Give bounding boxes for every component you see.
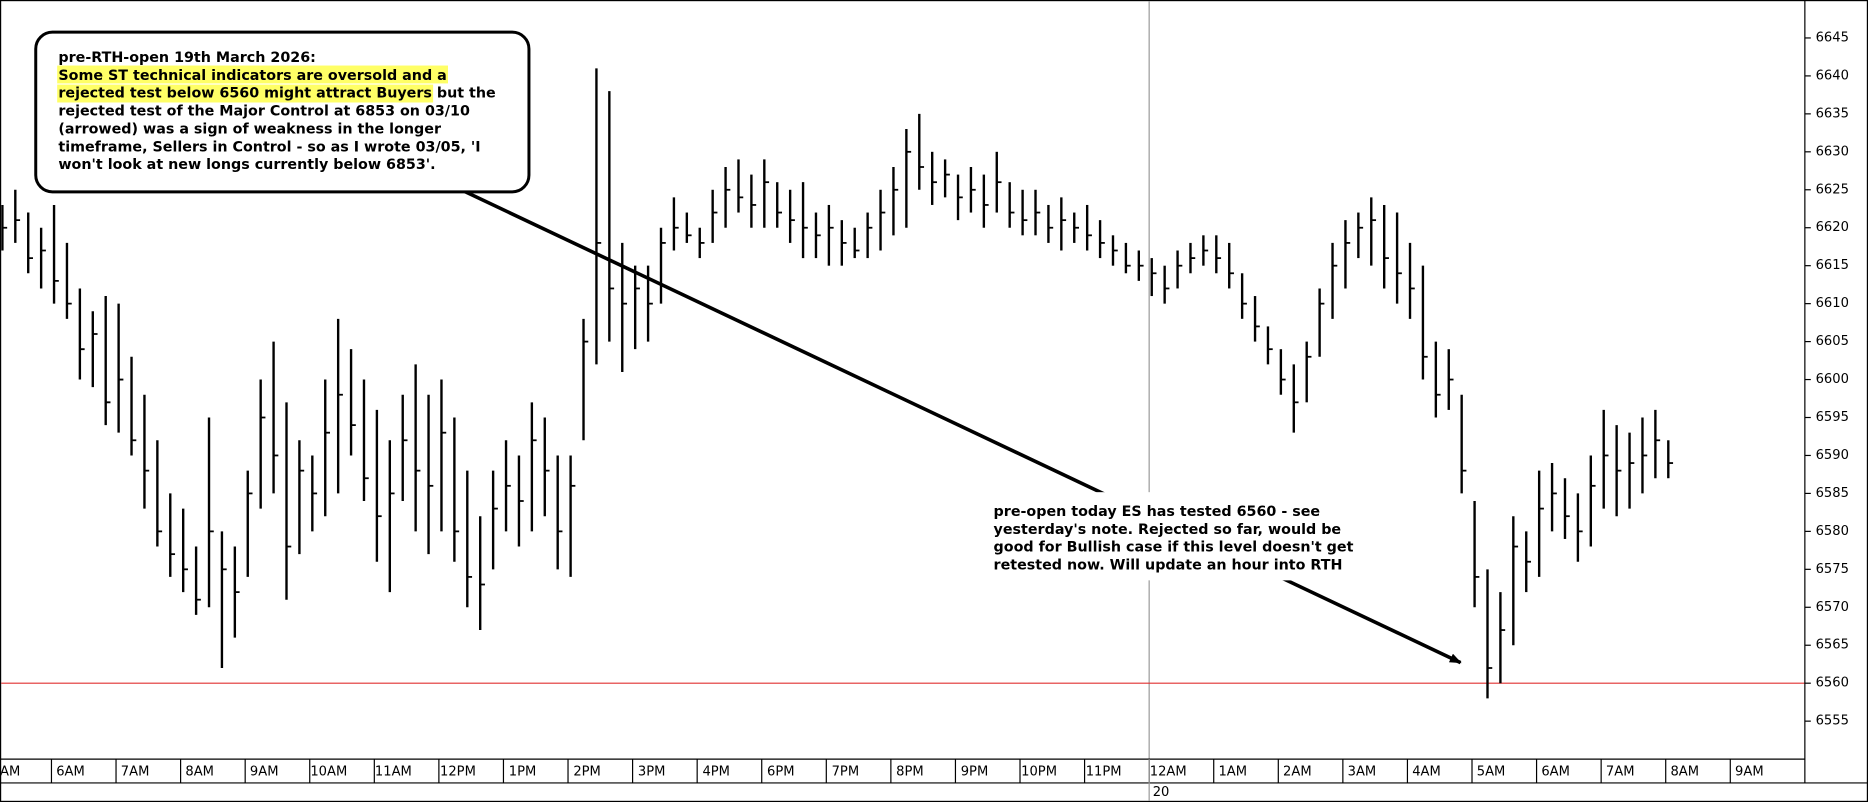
- y-tick-label: 6590: [1816, 448, 1849, 463]
- y-tick-label: 6620: [1816, 220, 1849, 235]
- note-text: pre-RTH-open 19th March 2026:: [58, 50, 315, 66]
- x-tick-label: 4AM: [1412, 765, 1441, 780]
- x-tick-label: 2AM: [1283, 765, 1312, 780]
- x-tick-label: 7PM: [832, 765, 860, 780]
- note-text: rejected test below 6560 might attract B…: [58, 86, 495, 102]
- x-tick-label: 5AM: [1477, 765, 1506, 780]
- note-text: (arrowed) was a sign of weakness in the …: [58, 121, 441, 137]
- y-tick-label: 6630: [1816, 144, 1849, 159]
- y-tick-label: 6580: [1816, 524, 1849, 539]
- note-background: [984, 492, 1363, 581]
- y-tick-label: 6555: [1816, 714, 1849, 729]
- y-tick-label: 6640: [1816, 68, 1849, 83]
- note-1: pre-RTH-open 19th March 2026: Some ST te…: [34, 30, 531, 194]
- x-tick-label: 5AM: [0, 765, 20, 780]
- x-tick-label: 3AM: [1348, 765, 1377, 780]
- x-tick-label: 9PM: [961, 765, 989, 780]
- x-tick-label: 6PM: [767, 765, 795, 780]
- x-tick-label: 9AM: [1735, 765, 1764, 780]
- y-tick-label: 6645: [1816, 30, 1849, 45]
- note-text: won't look at new longs currently below …: [58, 157, 435, 173]
- highlight: [57, 84, 434, 103]
- x-tick-label: 6AM: [1541, 765, 1570, 780]
- x-tick-label: 8PM: [896, 765, 924, 780]
- x-tick-label: 11AM: [375, 765, 412, 780]
- y-tick-label: 6595: [1816, 410, 1849, 425]
- note-text: good for Bullish case if this level does…: [994, 540, 1354, 556]
- x-tick-label: 1AM: [1218, 765, 1247, 780]
- x-tick-label: 10PM: [1021, 765, 1057, 780]
- note-text: yesterday's note. Rejected so far, would…: [994, 522, 1342, 538]
- x-tick-label: 2PM: [573, 765, 601, 780]
- y-tick-label: 6605: [1816, 334, 1849, 349]
- y-tick-label: 6560: [1816, 676, 1849, 691]
- y-tick-label: 6585: [1816, 486, 1849, 501]
- x-tick-label: 6AM: [56, 765, 85, 780]
- x-axis: 5AM 6AM 7AM 8AM 9AM 10AM 11AM 12PM 1PM 2PM 3PM 4PM 6…: [0, 759, 1764, 783]
- x-tick-label: 9AM: [250, 765, 279, 780]
- y-tick-label: 6635: [1816, 106, 1849, 121]
- highlight: [57, 65, 448, 84]
- x-tick-label: 7AM: [1606, 765, 1635, 780]
- x-tick-label: 12AM: [1150, 765, 1187, 780]
- y-tick-label: 6570: [1816, 600, 1849, 615]
- note-text: rejected test below 6560 might attract B…: [58, 86, 432, 102]
- note-text: rejected test of the Major Control at 68…: [58, 104, 470, 120]
- y-tick-label: 6600: [1816, 372, 1849, 387]
- y-axis: 6555 6560 6565 6570 6575 6580 6585 6590 6595 6600…: [1804, 30, 1849, 729]
- x-tick-label: 11PM: [1086, 765, 1122, 780]
- x-tick-label: 10AM: [310, 765, 347, 780]
- x-tick-label: 4PM: [702, 765, 730, 780]
- note-2: pre-open today ES has tested 6560 - see …: [984, 492, 1363, 581]
- note-text: Some ST technical indicators are oversol…: [58, 68, 446, 84]
- note-text: retested now. Will update an hour into R…: [994, 558, 1343, 574]
- x-tick-label: 3PM: [638, 765, 666, 780]
- x-tick-label: 8AM: [185, 765, 214, 780]
- note-text: pre-open today ES has tested 6560 - see: [994, 504, 1321, 520]
- date-label: 20: [1153, 785, 1170, 800]
- note-text: timeframe, Sellers in Control - so as I …: [58, 139, 480, 155]
- x-tick-label: 1PM: [509, 765, 537, 780]
- y-tick-label: 6565: [1816, 638, 1849, 653]
- note-text: but the: [432, 86, 496, 102]
- x-tick-label: 8AM: [1670, 765, 1699, 780]
- y-tick-label: 6615: [1816, 258, 1849, 273]
- plot-area: [1, 1, 1805, 760]
- y-tick-label: 6625: [1816, 182, 1849, 197]
- y-tick-label: 6610: [1816, 296, 1849, 311]
- y-tick-label: 6575: [1816, 562, 1849, 577]
- x-tick-label: 12PM: [440, 765, 476, 780]
- x-tick-label: 7AM: [121, 765, 150, 780]
